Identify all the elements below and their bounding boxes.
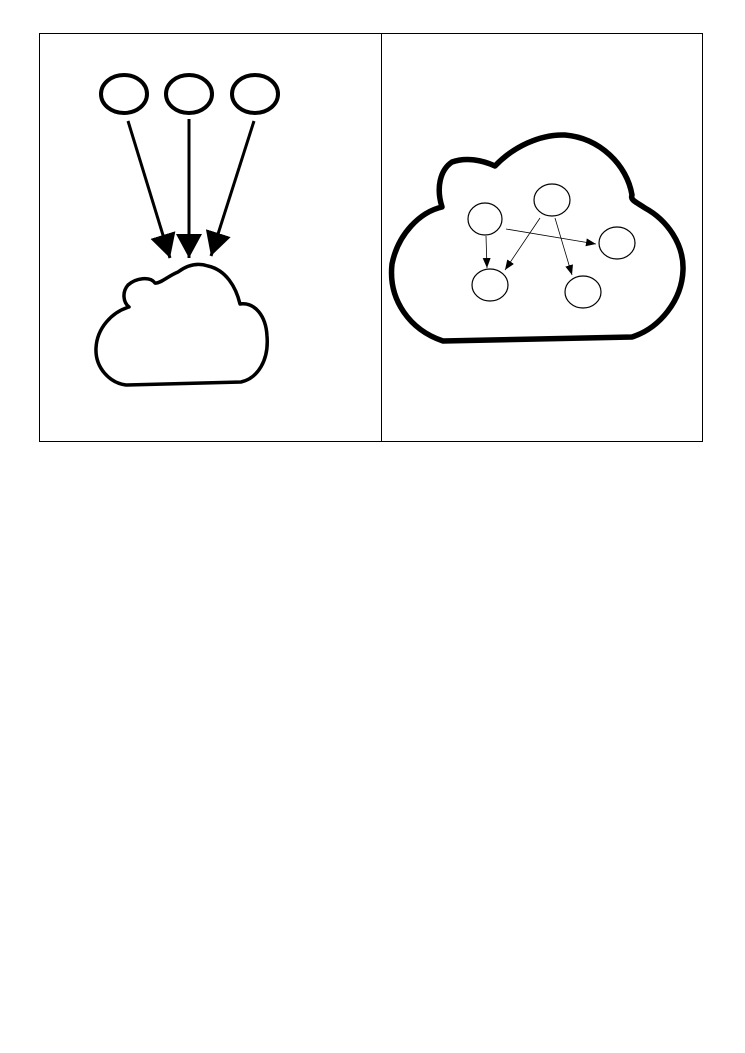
right-edge-n1-n4 [482, 235, 491, 269]
left-node-b [164, 73, 214, 115]
figure-frame [39, 33, 703, 442]
right-node-n1 [467, 202, 503, 236]
right-cloud [388, 132, 686, 344]
right-node-n3 [598, 226, 636, 260]
right-panel-border [381, 33, 703, 442]
right-edge-n1-n3 [505, 228, 597, 247]
right-panel [388, 132, 686, 344]
right-node-n5 [564, 275, 602, 309]
left-edge-a-cloud [126, 120, 176, 259]
left-edge-c-cloud [205, 120, 256, 257]
left-panel [94, 73, 280, 387]
left-node-c [230, 73, 280, 115]
right-edge-n2-n5 [554, 217, 573, 276]
left-cloud [94, 262, 269, 387]
right-edge-n2-n4 [504, 217, 541, 271]
right-node-n2 [533, 183, 571, 217]
left-node-a [99, 73, 149, 115]
right-node-n4 [471, 268, 509, 302]
